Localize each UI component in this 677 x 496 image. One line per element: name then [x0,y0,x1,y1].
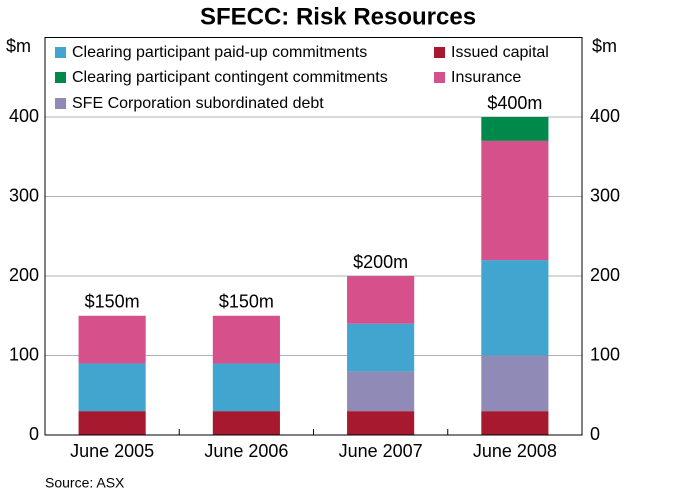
bar-segment [347,276,415,324]
x-tick-label: June 2006 [204,441,288,461]
x-tick-label: June 2005 [70,441,154,461]
bar-segment [347,411,415,435]
legend-label: Clearing participant contingent commitme… [72,69,388,86]
legend-label: Issued capital [451,44,549,61]
y2-tick-label: 200 [590,265,620,285]
y2-tick-label: 300 [590,185,620,205]
total-label: $400m [487,93,542,113]
y2-tick-label: 0 [590,424,600,444]
bar-segment [212,411,280,435]
total-label: $150m [85,292,140,312]
legend-swatch [55,72,66,83]
source-note: Source: ASX [45,475,125,491]
total-label: $200m [353,252,408,272]
bar-segment [347,371,415,412]
y2-tick-label: 400 [590,106,620,126]
bar-segment [212,363,280,412]
legend-swatch [434,72,445,83]
plot-frame [44,37,583,436]
bar-segment [78,315,146,364]
y-axis-label: $m [6,36,31,56]
legend-swatch [55,47,66,58]
total-label: $150m [219,292,274,312]
bar-segment [78,411,146,435]
legend-swatch [55,98,66,109]
legend-label: Insurance [451,69,521,86]
y-tick-label: 300 [9,185,39,205]
y-tick-label: 200 [9,265,39,285]
x-tick-label: June 2008 [473,441,557,461]
bar-segment [212,315,280,364]
bar-segment [78,363,146,412]
bar-segment [347,323,415,372]
chart-title: SFECC: Risk Resources [200,3,476,30]
y-tick-label: 100 [9,344,39,364]
y-tick-label: 0 [29,424,39,444]
legend-swatch [434,47,445,58]
bar-segment [481,411,549,435]
y2-tick-label: 100 [590,344,620,364]
y-tick-label: 400 [9,106,39,126]
bar-segment [481,355,549,412]
legend-label: SFE Corporation subordinated debt [72,95,324,112]
bar-segment [481,140,549,261]
legend-label: Clearing participant paid-up commitments [72,44,367,61]
bar-segment [481,117,549,141]
bar-segment [481,260,549,356]
x-tick-label: June 2007 [339,441,423,461]
y2-axis-label: $m [592,36,617,56]
